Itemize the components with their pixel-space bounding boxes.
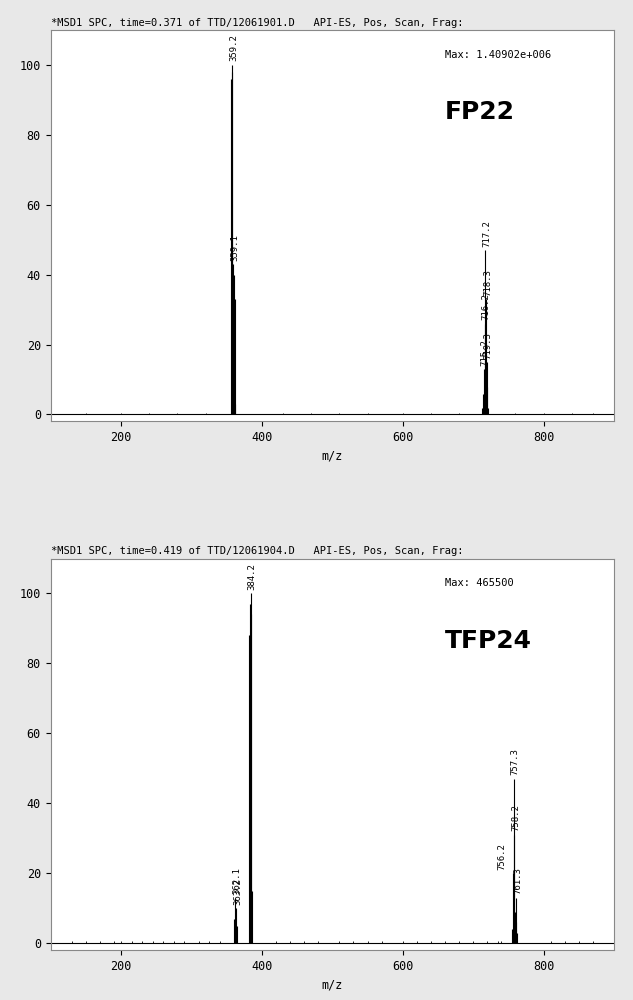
Text: 716.2: 716.2 — [482, 293, 491, 320]
Text: 384.2: 384.2 — [248, 563, 257, 590]
Text: Max: 465500: Max: 465500 — [445, 578, 514, 588]
Text: Max: 1.40902e+006: Max: 1.40902e+006 — [445, 50, 551, 60]
Text: 758.2: 758.2 — [511, 804, 520, 831]
X-axis label: m/z: m/z — [322, 978, 343, 991]
Text: TFP24: TFP24 — [445, 629, 532, 653]
Text: 761.3: 761.3 — [513, 867, 522, 894]
Text: *MSD1 SPC, time=0.371 of TTD/12061901.D   API-ES, Pos, Scan, Frag:: *MSD1 SPC, time=0.371 of TTD/12061901.D … — [51, 18, 463, 28]
Text: 719.3: 719.3 — [484, 332, 492, 359]
Text: 757.3: 757.3 — [510, 748, 520, 775]
Text: 359.1: 359.1 — [230, 234, 239, 261]
X-axis label: m/z: m/z — [322, 450, 343, 463]
Text: 717.2: 717.2 — [482, 220, 491, 247]
Text: FP22: FP22 — [445, 100, 515, 124]
Text: 359.2: 359.2 — [229, 35, 239, 61]
Text: 363.2: 363.2 — [233, 878, 242, 905]
Text: 718.3: 718.3 — [483, 269, 492, 296]
Text: 715.2: 715.2 — [481, 339, 490, 366]
Text: *MSD1 SPC, time=0.419 of TTD/12061904.D   API-ES, Pos, Scan, Frag:: *MSD1 SPC, time=0.419 of TTD/12061904.D … — [51, 546, 463, 556]
Text: 756.2: 756.2 — [497, 843, 506, 870]
Text: 362.1: 362.1 — [232, 867, 241, 894]
